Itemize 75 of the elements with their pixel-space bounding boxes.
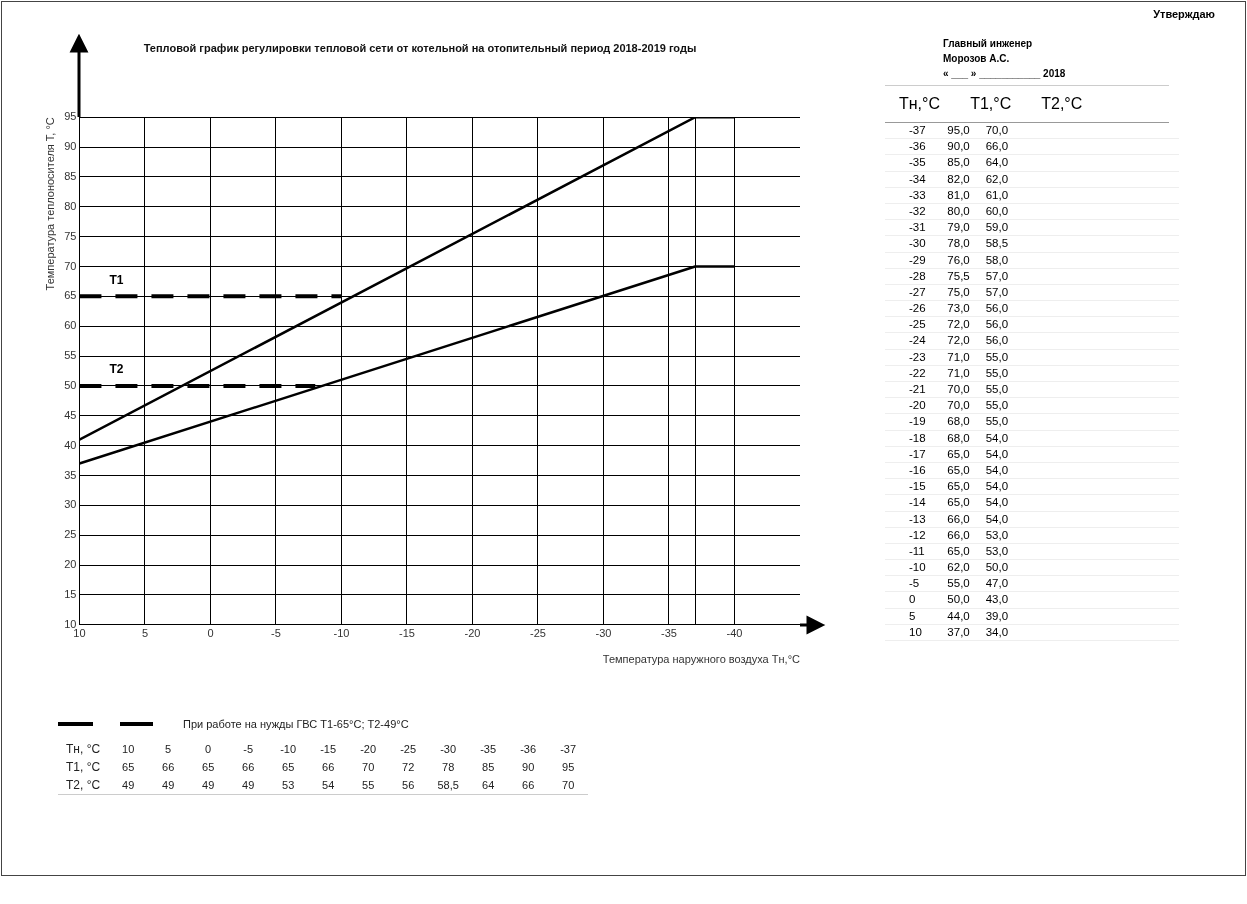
y-tick-label: 85 (64, 169, 77, 182)
text: T2, °С 49 49 49 49 53 54 55 56 58,5 64 66 70 (66, 778, 575, 792)
series-label: T1 (109, 272, 124, 287)
text: -21 70,0 55,0 (885, 382, 1179, 399)
y-tick-label: 15 (64, 587, 77, 600)
text: -26 73,0 56,0 (885, 301, 1179, 318)
y-tick-label: 20 (64, 558, 77, 571)
text: -22 71,0 55,0 (885, 365, 1179, 382)
text: -19 68,0 55,0 (885, 414, 1179, 431)
y-tick-label: 35 (64, 468, 77, 481)
y-tick-label: 30 (64, 498, 77, 511)
y-tick-label: 80 (64, 199, 77, 212)
text: -27 75,0 57,0 (885, 284, 1179, 302)
y-tick-label: 45 (64, 408, 77, 421)
y-tick-label: 10 (64, 617, 77, 630)
x-tick-label: -25 (530, 627, 546, 640)
text: -36 90,0 66,0 (885, 139, 1179, 156)
y-tick-label: 60 (64, 319, 77, 332)
text: -35 85,0 64,0 (885, 155, 1179, 172)
y-tick-label: 25 (64, 528, 77, 541)
chart-title: Тепловой график регулировки тепловой сети от котельной на отопительный период 2018-2019 годы (143, 41, 697, 54)
text: -32 80,0 60,0 (885, 203, 1179, 221)
y-tick-label: 50 (64, 378, 77, 391)
x-tick-label: -30 (595, 627, 612, 640)
text: -37 95,0 70,0 (885, 123, 1179, 140)
text: -34 82,0 62,0 (885, 171, 1179, 188)
text: -30 78,0 58,5 (885, 236, 1179, 253)
x-tick-label: -35 (661, 627, 677, 640)
text: -15 65,0 54,0 (885, 479, 1179, 496)
text: -20 70,0 55,0 (885, 398, 1179, 415)
text: -14 65,0 54,0 (885, 495, 1179, 512)
series-label: T2 (109, 362, 124, 377)
y-tick-label: 40 (64, 438, 77, 451)
text: -18 68,0 54,0 (885, 430, 1179, 447)
y-tick-label: 65 (64, 289, 77, 302)
text: При работе на нужды ГВС T1-65°С; T2-49°С (183, 718, 409, 730)
text: Морозов А.С. (943, 53, 1010, 64)
y-tick-label: 95 (64, 110, 77, 123)
x-tick-label: -20 (464, 627, 481, 640)
text: -16 65,0 54,0 (885, 462, 1179, 480)
text: -17 65,0 54,0 (885, 446, 1179, 463)
text: Тн,°С T1,°С T2,°С (885, 85, 1169, 123)
text: 10 37,0 34,0 (885, 624, 1179, 641)
text: Тн, °С 10 5 0 -5 -10 -15 -20 -25 -30 -35 -36 -37 (66, 742, 577, 756)
x-tick-label: -10 (333, 627, 350, 640)
x-tick-label: -15 (399, 627, 415, 640)
y-tick-label: 55 (64, 349, 77, 362)
text: Главный инженер (943, 38, 1033, 49)
y-tick-label: 70 (64, 259, 77, 272)
text: Утверждаю (1152, 8, 1215, 20)
x-tick-label: -5 (271, 627, 281, 640)
text: -13 66,0 54,0 (885, 511, 1179, 528)
text: 0 50,0 43,0 (885, 592, 1179, 609)
x-tick-label: 5 (141, 627, 148, 640)
text: -28 75,5 57,0 (885, 268, 1179, 285)
y-tick-label: 75 (64, 229, 77, 242)
y-tick-label: 90 (64, 140, 77, 153)
text: -23 71,0 55,0 (885, 349, 1179, 366)
text: -31 79,0 59,0 (885, 220, 1179, 237)
text: -24 72,0 56,0 (885, 333, 1179, 350)
text: -5 55,0 47,0 (885, 576, 1179, 593)
x-tick-label: 0 (207, 627, 214, 640)
x-axis-title: Температура наружного воздуха Тн,°С (602, 653, 801, 666)
text: T1, °С 65 66 65 66 65 66 70 72 78 85 90 95 (66, 760, 575, 774)
text: « ___ » ___________ 2018 (943, 68, 1066, 79)
x-tick-label: -40 (726, 627, 743, 640)
text: -29 76,0 58,0 (885, 252, 1179, 269)
text: -25 72,0 56,0 (885, 317, 1179, 334)
text: -12 66,0 53,0 (885, 527, 1179, 544)
text: -11 65,0 53,0 (885, 543, 1179, 561)
text: 5 44,0 39,0 (885, 608, 1179, 625)
text: -10 62,0 50,0 (885, 560, 1179, 577)
x-tick-label: 10 (73, 627, 86, 640)
y-axis-title: Температура теплоносителя T, °С (43, 117, 56, 291)
text: -33 81,0 61,0 (885, 187, 1179, 204)
